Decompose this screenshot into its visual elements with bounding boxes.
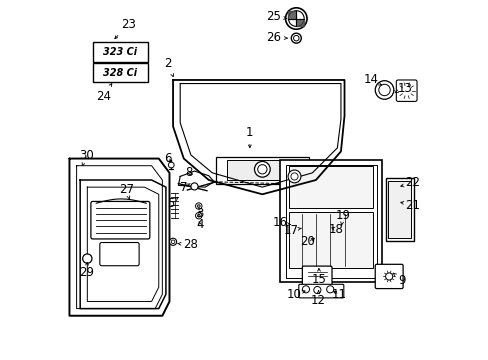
- Circle shape: [171, 240, 175, 244]
- Text: 14: 14: [363, 73, 381, 86]
- Text: 18: 18: [328, 223, 343, 236]
- Circle shape: [197, 214, 200, 217]
- Circle shape: [374, 81, 393, 99]
- Text: 28: 28: [177, 238, 198, 251]
- Text: 15: 15: [311, 269, 326, 286]
- FancyBboxPatch shape: [91, 202, 149, 239]
- Circle shape: [378, 84, 389, 96]
- FancyBboxPatch shape: [216, 157, 308, 184]
- Text: 26: 26: [266, 31, 286, 44]
- Text: 30: 30: [79, 149, 94, 166]
- Text: 13: 13: [394, 82, 412, 95]
- Text: 17: 17: [283, 224, 301, 237]
- Circle shape: [385, 273, 392, 280]
- Text: 1: 1: [245, 126, 253, 148]
- FancyBboxPatch shape: [93, 63, 148, 82]
- Circle shape: [287, 170, 300, 183]
- Circle shape: [195, 212, 202, 219]
- FancyBboxPatch shape: [395, 80, 416, 102]
- Text: 9: 9: [392, 273, 405, 287]
- FancyBboxPatch shape: [280, 160, 381, 282]
- Circle shape: [195, 203, 202, 209]
- Circle shape: [168, 162, 174, 168]
- Circle shape: [302, 286, 309, 293]
- Text: 11: 11: [331, 288, 346, 301]
- Circle shape: [285, 8, 306, 29]
- FancyBboxPatch shape: [285, 165, 376, 278]
- Circle shape: [288, 11, 304, 26]
- FancyBboxPatch shape: [226, 160, 298, 180]
- Circle shape: [82, 254, 92, 263]
- Text: 29: 29: [79, 262, 94, 279]
- FancyBboxPatch shape: [298, 284, 343, 298]
- Text: 19: 19: [335, 209, 349, 225]
- FancyBboxPatch shape: [374, 264, 402, 289]
- Text: 323 Ci: 323 Ci: [103, 47, 137, 57]
- Text: 10: 10: [286, 288, 305, 301]
- Text: 6: 6: [163, 152, 171, 165]
- Circle shape: [326, 286, 333, 293]
- Circle shape: [254, 161, 270, 177]
- Text: 22: 22: [400, 176, 419, 189]
- Circle shape: [169, 238, 176, 246]
- Circle shape: [197, 204, 200, 207]
- Text: 23: 23: [115, 18, 136, 39]
- FancyBboxPatch shape: [387, 181, 410, 238]
- FancyBboxPatch shape: [288, 166, 372, 207]
- FancyBboxPatch shape: [288, 212, 372, 267]
- Circle shape: [293, 35, 299, 41]
- Text: 27: 27: [119, 183, 134, 199]
- Circle shape: [313, 287, 320, 294]
- FancyBboxPatch shape: [100, 243, 139, 266]
- Text: 2: 2: [163, 57, 173, 77]
- Circle shape: [291, 33, 301, 43]
- Text: 8: 8: [185, 166, 192, 179]
- Text: 16: 16: [272, 216, 290, 229]
- Circle shape: [257, 165, 266, 174]
- Text: 4: 4: [196, 218, 203, 231]
- Text: 24: 24: [96, 84, 112, 103]
- Text: 12: 12: [309, 291, 325, 307]
- Text: 328 Ci: 328 Ci: [103, 68, 137, 78]
- Text: 7: 7: [180, 181, 190, 194]
- FancyBboxPatch shape: [385, 178, 413, 241]
- FancyBboxPatch shape: [93, 42, 148, 62]
- Text: 25: 25: [266, 10, 286, 23]
- Circle shape: [290, 173, 298, 180]
- Text: 21: 21: [400, 198, 419, 212]
- Circle shape: [190, 183, 198, 190]
- Text: 5: 5: [167, 197, 178, 210]
- Text: 3: 3: [196, 207, 203, 220]
- FancyBboxPatch shape: [302, 266, 331, 288]
- Text: 20: 20: [300, 235, 315, 248]
